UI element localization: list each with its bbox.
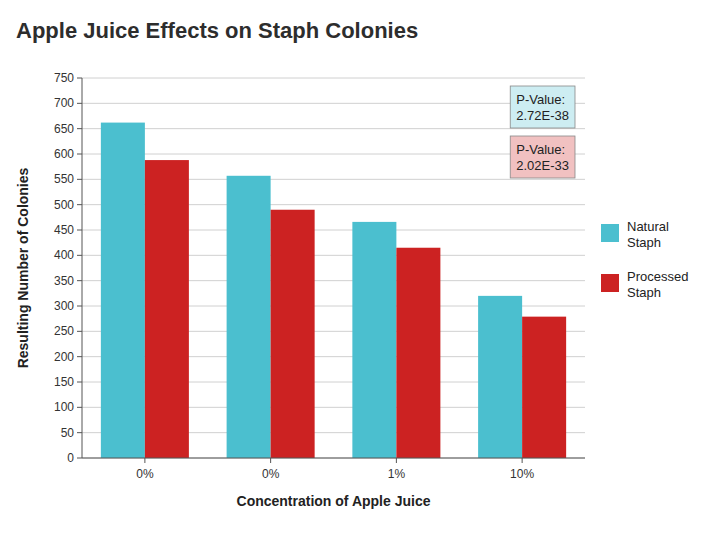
text-line: Processed: [627, 269, 688, 284]
text-line: Staph: [627, 285, 661, 300]
tick-label: 550: [54, 172, 74, 186]
y-axis-label: Resulting Number of Colonies: [15, 167, 31, 368]
tick-label: 50: [61, 426, 75, 440]
tick-mark: [77, 382, 82, 383]
bars: [101, 123, 566, 458]
legend-label: ProcessedStaph: [627, 269, 688, 300]
tick-mark: [77, 432, 82, 433]
tick-label: 0%: [136, 467, 154, 481]
grid-line: [82, 154, 585, 155]
tick-label: 750: [54, 71, 74, 85]
tick-mark: [77, 306, 82, 307]
y-axis-line: [82, 78, 83, 458]
legend-swatch: [601, 274, 619, 292]
tick-label: 350: [54, 274, 74, 288]
text-line: Natural: [627, 219, 669, 234]
tick-label: 600: [54, 147, 74, 161]
title: Apple Juice Effects on Staph Colonies: [16, 18, 418, 43]
grid-line: [82, 458, 585, 459]
annotation-text: P-Value:2.02E-33: [516, 142, 569, 173]
annotation-text: P-Value:2.72E-38: [516, 92, 569, 123]
text-line: 2.02E-33: [516, 158, 569, 173]
page: {"chart_data": {"type": "bar", "title": …: [0, 0, 720, 540]
tick-mark: [77, 128, 82, 129]
bar: [352, 222, 396, 458]
bar: [478, 296, 522, 458]
annotation: P-Value:2.02E-33: [510, 136, 575, 178]
tick-label: 450: [54, 223, 74, 237]
tick-mark: [77, 255, 82, 256]
tick-label: 500: [54, 198, 74, 212]
bar: [271, 210, 315, 458]
tick-mark: [77, 407, 82, 408]
tick-mark: [144, 458, 145, 463]
tick-label: 250: [54, 324, 74, 338]
tick-label: 0: [67, 451, 74, 465]
tick-label: 0%: [262, 467, 280, 481]
x-axis-label: Concentration of Apple Juice: [237, 493, 431, 509]
tick-label: 700: [54, 96, 74, 110]
grid-line: [82, 78, 585, 79]
tick-mark: [77, 78, 82, 79]
tick-label: 1%: [388, 467, 406, 481]
tick-label: 300: [54, 299, 74, 313]
annotation-box: [510, 136, 575, 178]
grid: [82, 78, 585, 458]
tick-mark: [77, 230, 82, 231]
legend-swatch: [601, 224, 619, 242]
tick-label: 100: [54, 400, 74, 414]
tick-mark: [77, 179, 82, 180]
grid-line: [82, 128, 585, 129]
tick-mark: [270, 458, 271, 463]
tick-mark: [77, 331, 82, 332]
tick-mark: [77, 280, 82, 281]
tick-label: 10%: [510, 467, 534, 481]
tick-label: 400: [54, 248, 74, 262]
x-axis-line: [82, 458, 585, 459]
grid-line: [82, 103, 585, 104]
tick-mark: [77, 204, 82, 205]
annotation: P-Value:2.72E-38: [510, 86, 575, 128]
bar: [522, 317, 566, 458]
tick-mark: [396, 458, 397, 463]
tick-mark: [77, 356, 82, 357]
tick-mark: [77, 103, 82, 104]
text-line: Staph: [627, 235, 661, 250]
bar: [227, 176, 271, 458]
annotation-box: [510, 86, 575, 128]
tick-label: 200: [54, 350, 74, 364]
text-line: P-Value:: [516, 92, 565, 107]
bar: [145, 160, 189, 458]
bar: [101, 123, 145, 458]
tick-label: 650: [54, 122, 74, 136]
tick-mark: [77, 154, 82, 155]
legend-label: NaturalStaph: [627, 219, 669, 250]
bar: [396, 248, 440, 458]
text-line: 2.72E-38: [516, 108, 569, 123]
chart: Apple Juice Effects on Staph Colonies 0 50…: [0, 0, 720, 540]
text-line: P-Value:: [516, 142, 565, 157]
tick-label: 150: [54, 375, 74, 389]
legend: NaturalStaphProcessedStaph: [601, 219, 688, 300]
tick-mark: [77, 458, 82, 459]
tick-mark: [522, 458, 523, 463]
